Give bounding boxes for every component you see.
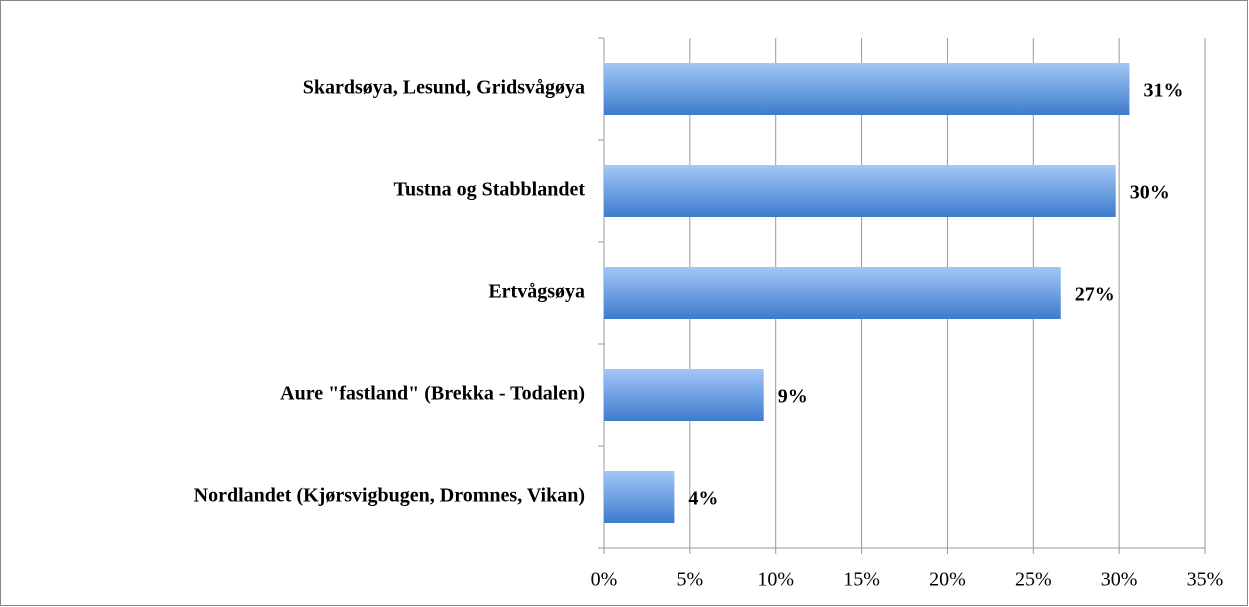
x-tick-label: 5% <box>677 569 704 591</box>
category-label: Nordlandet (Kjørsvigbugen, Dromnes, Vika… <box>194 485 585 507</box>
bar <box>604 165 1116 217</box>
x-tick-label: 10% <box>757 569 794 591</box>
value-label: 27% <box>1075 284 1115 306</box>
x-tick-label: 20% <box>929 569 966 591</box>
category-label: Tustna og Stabblandet <box>393 179 585 201</box>
x-tick-label: 30% <box>1101 569 1138 591</box>
value-label: 30% <box>1130 182 1170 204</box>
value-label: 31% <box>1143 80 1183 102</box>
x-tick-label: 25% <box>1015 569 1052 591</box>
bar <box>604 471 675 523</box>
value-label: 4% <box>688 488 718 510</box>
bar <box>604 63 1130 115</box>
x-tick-label: 0% <box>591 569 618 591</box>
category-label: Skardsøya, Lesund, Gridsvågøya <box>303 77 585 99</box>
bar <box>604 369 764 421</box>
x-tick-label: 35% <box>1187 569 1224 591</box>
x-tick-label: 15% <box>843 569 880 591</box>
value-label: 9% <box>778 386 808 408</box>
bar <box>604 267 1061 319</box>
category-label: Aure "fastland" (Brekka - Todalen) <box>280 383 585 405</box>
category-label: Ertvågsøya <box>488 281 585 303</box>
